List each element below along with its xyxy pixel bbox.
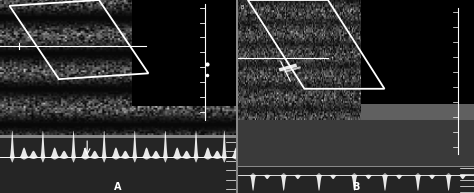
Bar — [361, 0, 474, 104]
Text: B: B — [353, 182, 360, 192]
Bar — [238, 120, 474, 166]
Bar — [238, 167, 474, 193]
Bar — [0, 0, 236, 135]
Bar — [238, 0, 474, 120]
Text: B: B — [241, 5, 244, 10]
Bar — [0, 138, 236, 193]
Text: A: A — [114, 182, 121, 192]
Bar — [132, 0, 236, 106]
